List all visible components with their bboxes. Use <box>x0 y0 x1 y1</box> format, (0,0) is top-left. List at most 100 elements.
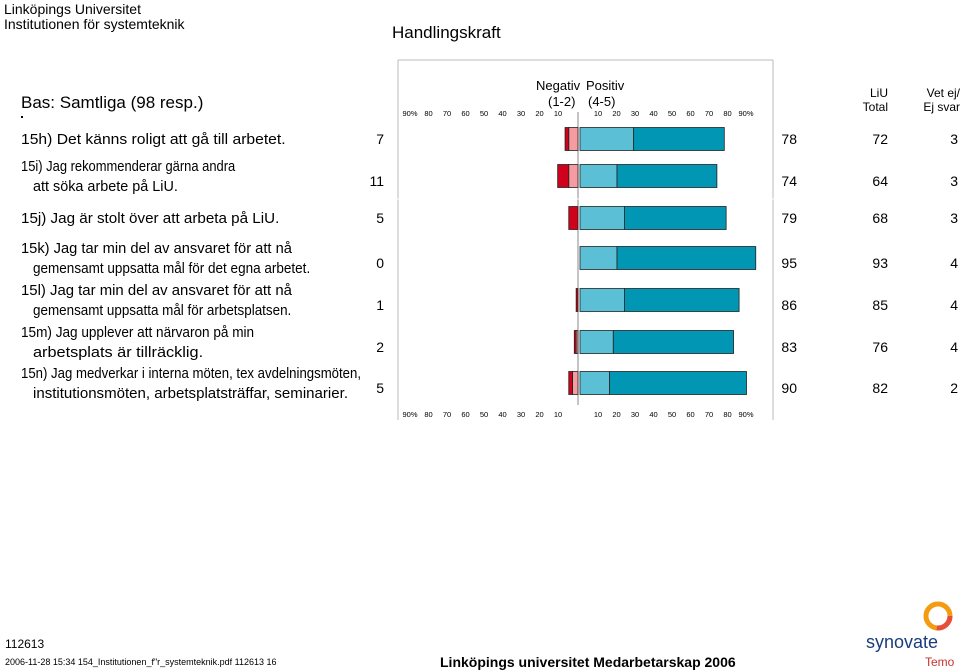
axis-tick-right-bottom: 20 <box>612 410 620 419</box>
axis-tick-left-top: 90% <box>402 109 417 118</box>
bar-positive-light <box>579 371 611 395</box>
question-label: 15m) Jag upplever att närvaron på min <box>21 324 254 341</box>
axis-tick-right-bottom: 70 <box>705 410 713 419</box>
liu-total-value: 72 <box>872 131 888 147</box>
negative-total: 7 <box>376 131 384 147</box>
bar-positive-light <box>579 164 618 188</box>
university-name: Linköpings Universitet <box>4 1 141 17</box>
negative-total: 5 <box>376 380 384 396</box>
liu-total-value: 68 <box>872 210 888 226</box>
bar-positive-light <box>579 206 625 230</box>
bar-positive-strong <box>633 127 725 151</box>
axis-tick-left-bottom: 80 <box>424 410 432 419</box>
base-dot <box>21 116 23 118</box>
bar-negative-strong <box>564 127 570 151</box>
axis-tick-right-bottom: 40 <box>649 410 657 419</box>
synovate-logo: synovate <box>866 632 939 652</box>
bar-positive-strong <box>624 288 740 312</box>
axis-tick-left-top: 60 <box>461 109 469 118</box>
question-label: gemensamt uppsatta mål för arbetsplatsen… <box>33 302 291 319</box>
negative-total: 5 <box>376 210 384 226</box>
bar-positive-light <box>579 127 635 151</box>
liu-total-value: 76 <box>872 339 888 355</box>
page-title: Handlingskraft <box>392 23 501 42</box>
axis-tick-left-bottom: 90% <box>402 410 417 419</box>
bar-positive-light <box>579 246 618 270</box>
question-label: arbetsplats är tillräcklig. <box>33 344 203 361</box>
legend-negative: Negativ <box>536 78 581 93</box>
question-label: institutionsmöten, arbetsplatsträffar, s… <box>33 385 348 402</box>
legend-positive-scale: (4-5) <box>588 94 616 109</box>
axis-tick-left-bottom: 50 <box>480 410 488 419</box>
axis-tick-left-bottom: 40 <box>498 410 506 419</box>
axis-tick-left-bottom: 10 <box>554 410 562 419</box>
axis-tick-left-bottom: 20 <box>535 410 543 419</box>
axis-tick-left-top: 30 <box>517 109 525 118</box>
liu-total-header-line2: Total <box>862 100 888 114</box>
axis-tick-right-bottom: 10 <box>594 410 602 419</box>
vet-ej-value: 3 <box>950 210 958 226</box>
footer-code: 112613 <box>5 637 45 651</box>
vet-ej-header-line2: Ej svar <box>923 100 960 114</box>
bar-negative-light <box>572 371 579 395</box>
bar-negative-strong <box>568 371 573 395</box>
vet-ej-value: 4 <box>950 297 958 313</box>
bar-negative-strong <box>557 164 570 188</box>
axis-tick-left-bottom: 60 <box>461 410 469 419</box>
axis-tick-left-top: 80 <box>424 109 432 118</box>
bar-positive-strong <box>612 330 734 354</box>
question-label: 15h) Det känns roligt att gå till arbete… <box>21 131 286 148</box>
liu-total-header-line1: LiU <box>869 86 888 100</box>
vet-ej-value: 4 <box>950 339 958 355</box>
synovate-ring-icon <box>923 601 953 631</box>
positive-total: 90 <box>781 380 797 396</box>
question-label: gemensamt uppsatta mål för det egna arbe… <box>33 260 310 277</box>
axis-tick-left-top: 10 <box>554 109 562 118</box>
negative-total: 11 <box>369 173 384 189</box>
bar-negative-strong <box>573 330 577 354</box>
liu-total-value: 64 <box>872 173 888 189</box>
axis-tick-left-bottom: 30 <box>517 410 525 419</box>
axis-tick-left-top: 20 <box>535 109 543 118</box>
axis-tick-right-top: 50 <box>668 109 676 118</box>
positive-total: 95 <box>781 255 797 271</box>
institution-name: Institutionen för systemteknik <box>4 16 185 32</box>
bar-positive-strong <box>609 371 747 395</box>
vet-ej-value: 4 <box>950 255 958 271</box>
bar-negative-strong <box>568 206 579 230</box>
question-label: 15i) Jag rekommenderar gärna andra <box>21 158 236 175</box>
axis-tick-right-top: 60 <box>686 109 694 118</box>
footer-title: Linköpings universitet Medarbetarskap 20… <box>440 654 736 670</box>
question-label: 15l) Jag tar min del av ansvaret för att… <box>21 282 293 299</box>
negative-total: 1 <box>376 297 384 313</box>
axis-tick-right-bottom: 90% <box>738 410 753 419</box>
bar-positive-strong <box>616 164 718 188</box>
axis-tick-right-top: 30 <box>631 109 639 118</box>
axis-tick-right-top: 40 <box>649 109 657 118</box>
axis-tick-right-top: 70 <box>705 109 713 118</box>
legend-negative-scale: (1-2) <box>548 94 576 109</box>
legend-positive: Positiv <box>586 78 625 93</box>
bar-positive-light <box>579 330 614 354</box>
axis-tick-right-top: 90% <box>738 109 753 118</box>
axis-tick-right-bottom: 60 <box>686 410 694 419</box>
vet-ej-value: 2 <box>950 380 958 396</box>
positive-total: 86 <box>781 297 797 313</box>
question-label: att söka arbete på LiU. <box>33 178 178 195</box>
liu-total-value: 82 <box>872 380 888 396</box>
question-label: 15k) Jag tar min del av ansvaret för att… <box>21 240 293 257</box>
bar-negative-light <box>568 127 579 151</box>
footer-file-line: 2006-11-28 15:34 154_Institutionen_f"r_s… <box>5 657 277 667</box>
vet-ej-value: 3 <box>950 131 958 147</box>
axis-tick-right-top: 80 <box>723 109 731 118</box>
negative-total: 2 <box>376 339 384 355</box>
axis-tick-left-top: 40 <box>498 109 506 118</box>
question-label: 15n) Jag medverkar i interna möten, tex … <box>21 365 361 382</box>
axis-tick-right-top: 10 <box>594 109 602 118</box>
bar-negative-strong <box>575 288 579 312</box>
vet-ej-value: 3 <box>950 173 958 189</box>
axis-tick-left-top: 50 <box>480 109 488 118</box>
liu-total-value: 85 <box>872 297 888 313</box>
negative-total: 0 <box>376 255 384 271</box>
